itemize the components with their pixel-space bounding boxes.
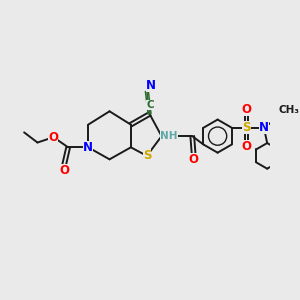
Text: O: O bbox=[242, 103, 252, 116]
Text: NH: NH bbox=[160, 131, 178, 141]
Text: C: C bbox=[146, 100, 154, 110]
Text: S: S bbox=[242, 121, 251, 134]
Text: N: N bbox=[259, 121, 269, 134]
Text: S: S bbox=[142, 149, 151, 162]
Text: N: N bbox=[83, 141, 93, 154]
Text: O: O bbox=[242, 140, 252, 153]
Text: CH₃: CH₃ bbox=[278, 105, 299, 115]
Text: O: O bbox=[49, 131, 58, 144]
Text: O: O bbox=[59, 164, 69, 176]
Text: N: N bbox=[146, 79, 156, 92]
Text: O: O bbox=[189, 153, 199, 166]
